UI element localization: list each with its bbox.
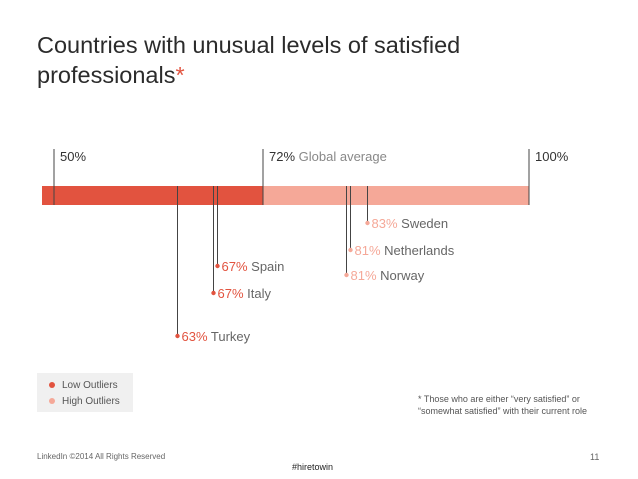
tick-label-100: 100%	[535, 149, 569, 164]
callout-dot-sweden	[365, 221, 369, 225]
legend-dot-high	[49, 398, 55, 404]
page-number: 11	[590, 452, 599, 462]
hashtag: #hiretowin	[292, 462, 333, 472]
copyright: LinkedIn ©2014 All Rights Reserved	[37, 452, 165, 461]
callout-dot-norway	[344, 273, 348, 277]
legend-label-low: Low Outliers	[62, 380, 118, 391]
callout-dot-italy	[211, 291, 215, 295]
callout-country-turkey: Turkey	[208, 329, 251, 344]
callout-country-norway: Norway	[377, 268, 425, 283]
callout-country-sweden: Sweden	[398, 216, 449, 231]
callout-country-spain: Spain	[248, 259, 285, 274]
tick-label-50: 50%	[60, 149, 86, 164]
legend-dot-low	[49, 382, 55, 388]
callout-value-turkey: 63%	[182, 329, 208, 344]
callout-country-italy: Italy	[244, 286, 272, 301]
callout-dot-turkey	[175, 334, 179, 338]
callout-label-italy: 67% Italy	[218, 286, 272, 301]
tick-value-72: 72%	[269, 149, 295, 164]
tick-value-100: 100%	[535, 149, 569, 164]
callout-value-netherlands: 81%	[355, 243, 381, 258]
footnote: * Those who are either “very satisfied” …	[418, 393, 618, 417]
callout-country-netherlands: Netherlands	[381, 243, 455, 258]
high-range-bar	[263, 186, 529, 205]
legend-label-high: High Outliers	[62, 396, 120, 407]
callout-value-italy: 67%	[218, 286, 244, 301]
legend: Low Outliers High Outliers	[37, 373, 133, 412]
callout-label-netherlands: 81% Netherlands	[355, 243, 455, 258]
callout-label-sweden: 83% Sweden	[372, 216, 449, 231]
legend-item-low: Low Outliers	[49, 377, 133, 393]
callout-label-turkey: 63% Turkey	[182, 329, 251, 344]
callout-value-norway: 81%	[351, 268, 377, 283]
callout-dot-spain	[215, 264, 219, 268]
tick-note-72: Global average	[295, 149, 387, 164]
callout-value-spain: 67%	[222, 259, 248, 274]
callout-label-norway: 81% Norway	[351, 268, 425, 283]
low-range-bar	[42, 186, 263, 205]
tick-label-72: 72% Global average	[269, 149, 387, 164]
legend-item-high: High Outliers	[49, 393, 133, 409]
callout-value-sweden: 83%	[372, 216, 398, 231]
callout-dot-netherlands	[348, 248, 352, 252]
tick-value-50: 50%	[60, 149, 86, 164]
callout-label-spain: 67% Spain	[222, 259, 285, 274]
